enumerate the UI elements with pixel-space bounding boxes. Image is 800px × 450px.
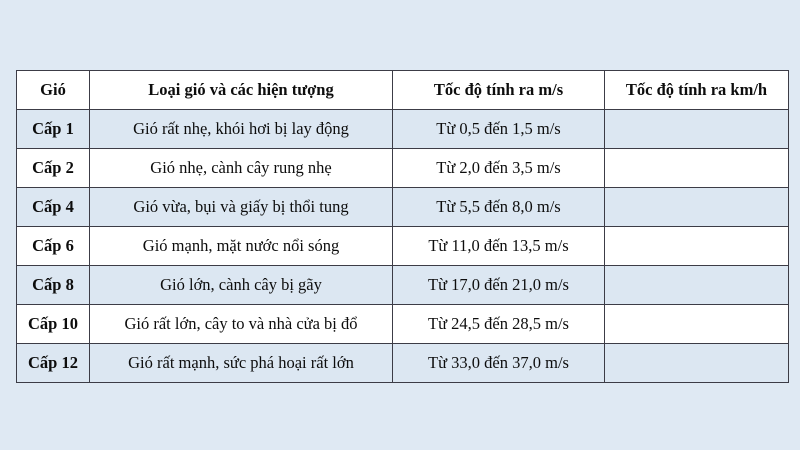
table-row: Cấp 4 Gió vừa, bụi và giấy bị thổi tung … <box>16 187 789 227</box>
cell-speed-ms: Từ 2,0 đến 3,5 m/s <box>392 148 605 188</box>
cell-description: Gió vừa, bụi và giấy bị thổi tung <box>89 187 393 227</box>
cell-speed-kmh <box>604 109 789 149</box>
cell-speed-kmh <box>604 343 789 383</box>
column-header-speed-ms: Tốc độ tính ra m/s <box>392 70 605 110</box>
cell-description: Gió mạnh, mặt nước nổi sóng <box>89 226 393 266</box>
cell-description: Gió nhẹ, cành cây rung nhẹ <box>89 148 393 188</box>
table-row: Cấp 12 Gió rất mạnh, sức phá hoại rất lớ… <box>16 343 789 383</box>
column-header-description: Loại gió và các hiện tượng <box>89 70 393 110</box>
cell-speed-kmh <box>604 304 789 344</box>
cell-speed-ms: Từ 5,5 đến 8,0 m/s <box>392 187 605 227</box>
cell-wind-level: Cấp 4 <box>16 187 90 227</box>
column-header-speed-kmh: Tốc độ tính ra km/h <box>604 70 789 110</box>
cell-speed-kmh <box>604 226 789 266</box>
table-row: Cấp 6 Gió mạnh, mặt nước nổi sóng Từ 11,… <box>16 226 789 266</box>
wind-scale-table: Gió Loại gió và các hiện tượng Tốc độ tí… <box>16 70 789 383</box>
cell-wind-level: Cấp 1 <box>16 109 90 149</box>
cell-wind-level: Cấp 6 <box>16 226 90 266</box>
table-row: Cấp 2 Gió nhẹ, cành cây rung nhẹ Từ 2,0 … <box>16 148 789 188</box>
cell-wind-level: Cấp 8 <box>16 265 90 305</box>
cell-speed-kmh <box>604 265 789 305</box>
cell-wind-level: Cấp 2 <box>16 148 90 188</box>
table-row: Cấp 8 Gió lớn, cành cây bị gãy Từ 17,0 đ… <box>16 265 789 305</box>
table-header: Gió Loại gió và các hiện tượng Tốc độ tí… <box>16 70 789 110</box>
column-header-wind: Gió <box>16 70 90 110</box>
cell-description: Gió rất lớn, cây to và nhà cửa bị đổ <box>89 304 393 344</box>
cell-speed-ms: Từ 24,5 đến 28,5 m/s <box>392 304 605 344</box>
cell-wind-level: Cấp 12 <box>16 343 90 383</box>
cell-speed-kmh <box>604 187 789 227</box>
table-row: Cấp 1 Gió rất nhẹ, khói hơi bị lay động … <box>16 109 789 149</box>
cell-speed-ms: Từ 0,5 đến 1,5 m/s <box>392 109 605 149</box>
table-row: Cấp 10 Gió rất lớn, cây to và nhà cửa bị… <box>16 304 789 344</box>
cell-speed-ms: Từ 33,0 đến 37,0 m/s <box>392 343 605 383</box>
cell-description: Gió rất nhẹ, khói hơi bị lay động <box>89 109 393 149</box>
table-body: Cấp 1 Gió rất nhẹ, khói hơi bị lay động … <box>16 109 789 383</box>
cell-description: Gió lớn, cành cây bị gãy <box>89 265 393 305</box>
cell-description: Gió rất mạnh, sức phá hoại rất lớn <box>89 343 393 383</box>
cell-speed-ms: Từ 11,0 đến 13,5 m/s <box>392 226 605 266</box>
wind-scale-table-container: Gió Loại gió và các hiện tượng Tốc độ tí… <box>16 70 789 383</box>
cell-wind-level: Cấp 10 <box>16 304 90 344</box>
cell-speed-ms: Từ 17,0 đến 21,0 m/s <box>392 265 605 305</box>
cell-speed-kmh <box>604 148 789 188</box>
table-header-row: Gió Loại gió và các hiện tượng Tốc độ tí… <box>16 70 789 110</box>
